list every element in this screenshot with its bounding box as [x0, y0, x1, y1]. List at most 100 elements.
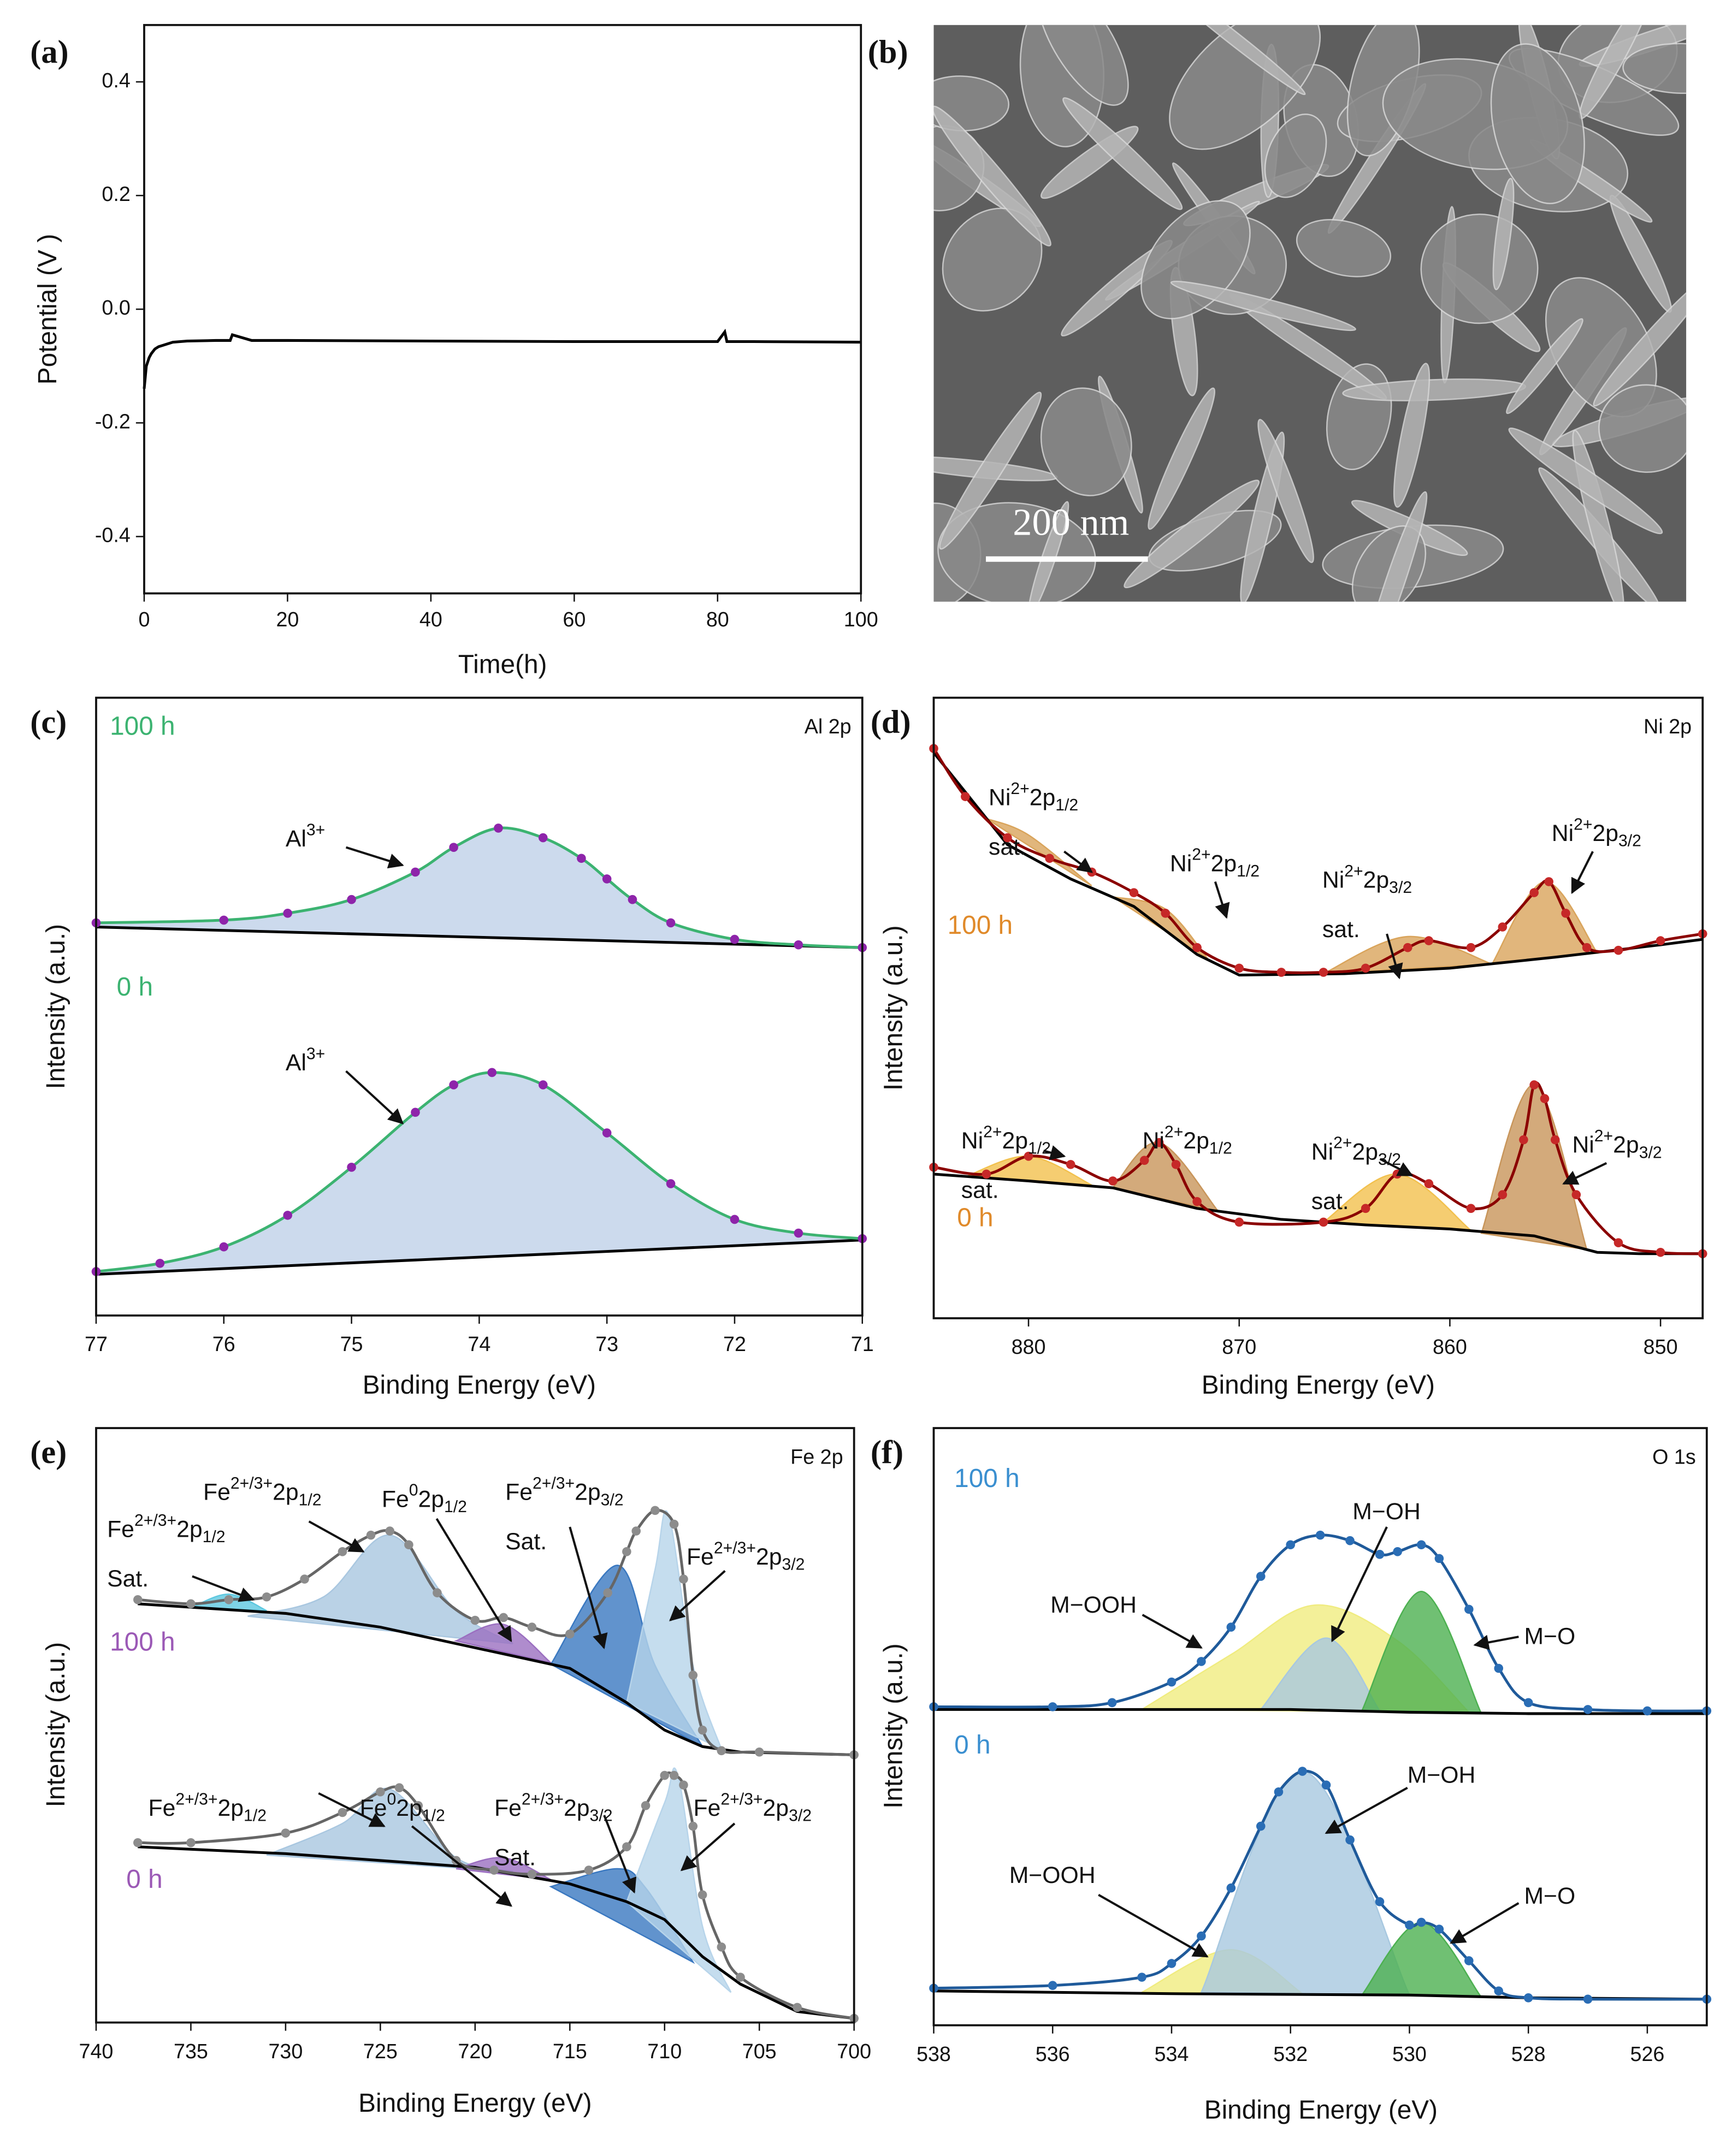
- sem-flake: [1490, 43, 1585, 204]
- spectrum-label: 100 h: [954, 1464, 1020, 1493]
- data-point: [666, 1179, 676, 1188]
- annotation-part: 0: [409, 1482, 418, 1500]
- annotation-arrow: [1325, 1786, 1408, 1834]
- sem-flake: [1622, 43, 1687, 94]
- annotation-part: Ni: [961, 1128, 983, 1154]
- x-axis-label: Binding Energy (eV): [363, 1371, 596, 1400]
- component-peak: [453, 1623, 552, 1664]
- annotation-arrow: [1450, 1902, 1520, 1944]
- data-point: [1161, 909, 1171, 918]
- data-point: [1464, 1956, 1474, 1965]
- data-point: [1167, 1959, 1177, 1968]
- annotation-part: 1/2: [444, 1498, 467, 1516]
- data-point: [411, 1107, 420, 1117]
- annotation: Fe2+/3+2p1/2: [149, 1790, 267, 1825]
- sem-flake: [939, 392, 1042, 550]
- data-point: [628, 895, 637, 904]
- annotation-part: Ni: [1322, 867, 1344, 893]
- sem-flake: [1170, 280, 1356, 331]
- data-point: [603, 1588, 612, 1598]
- plot-frame: [95, 1427, 855, 2024]
- x-tick-label: 71: [851, 1332, 874, 1355]
- annotation: Ni2+2p1/2: [961, 1123, 1051, 1158]
- y-axis-label: Potential (V ): [33, 234, 62, 384]
- x-tick-label: 73: [595, 1332, 618, 1355]
- data-point: [224, 1595, 234, 1604]
- data-point: [660, 1770, 670, 1780]
- data-point: [698, 1890, 707, 1900]
- annotation-part: Ni: [1311, 1139, 1333, 1165]
- data-point: [1298, 1767, 1307, 1776]
- annotation-arrow: [1214, 881, 1230, 919]
- data-point: [1048, 1702, 1057, 1711]
- annotation-arrow: [569, 1526, 608, 1649]
- annotation: Fe2+/3+2p3/2: [687, 1539, 805, 1573]
- data-point: [1197, 1931, 1206, 1941]
- data-point: [1466, 1204, 1476, 1213]
- data-point: [1416, 1540, 1426, 1550]
- annotation-part: 2p: [1030, 785, 1056, 811]
- sem-flake: [933, 105, 1051, 247]
- data-point: [651, 1506, 660, 1515]
- annotation-part: 2+: [1333, 1134, 1352, 1152]
- plot-frame: [143, 23, 862, 595]
- annotation-part: 2p: [1002, 1128, 1028, 1154]
- data-point: [1583, 1705, 1593, 1714]
- data-point: [133, 1838, 143, 1847]
- data-point: [155, 1259, 165, 1268]
- data-point: [538, 1080, 548, 1089]
- sem-flake: [1420, 214, 1539, 324]
- data-point: [688, 1671, 698, 1680]
- data-point: [1561, 909, 1570, 918]
- component-peak: [625, 1767, 732, 1993]
- data-point: [186, 1599, 196, 1609]
- annotation: M−OOH: [1009, 1862, 1096, 1888]
- sem-flake: [1148, 387, 1215, 530]
- annotation-part: 1/2: [1237, 862, 1260, 880]
- data-point: [730, 934, 740, 944]
- data-point: [186, 1838, 196, 1847]
- x-tick-label: 72: [723, 1332, 746, 1355]
- y-tick-label: 0.0: [102, 296, 130, 319]
- annotation-part: 2p: [1613, 1132, 1639, 1158]
- data-point: [366, 1530, 376, 1540]
- data-point: [1361, 1204, 1370, 1213]
- data-point: [1540, 1094, 1550, 1104]
- data-point: [602, 1128, 612, 1138]
- data-point: [394, 1783, 404, 1792]
- annotation-part: 2+/3+: [134, 1512, 176, 1530]
- x-tick-label: 74: [468, 1332, 490, 1355]
- annotation-part: sat.: [989, 834, 1026, 860]
- x-tick-label: 538: [917, 2042, 951, 2065]
- panel-label: (c): [30, 704, 67, 741]
- data-point: [982, 1169, 991, 1179]
- data-point: [1434, 1924, 1444, 1934]
- data-point: [1315, 1530, 1325, 1540]
- data-point: [489, 1865, 499, 1875]
- data-point: [1375, 1897, 1385, 1906]
- data-point: [1167, 1677, 1177, 1687]
- y-tick-label: -0.4: [95, 523, 131, 546]
- data-point: [1276, 968, 1286, 977]
- annotation-part: 2p: [1352, 1139, 1379, 1165]
- annotation: Sat.: [505, 1529, 547, 1555]
- annotation-part: 1/2: [244, 1806, 267, 1825]
- annotation: Al3+: [286, 821, 325, 852]
- data-point: [1197, 1657, 1206, 1666]
- annotation-arrow: [1571, 851, 1594, 895]
- annotation-part: 2p: [176, 1517, 203, 1543]
- sem-flake: [1062, 97, 1183, 210]
- data-point: [283, 1211, 292, 1220]
- annotation-part: 3/2: [789, 1806, 812, 1825]
- x-tick-label: 532: [1273, 2042, 1308, 2065]
- x-tick-label: 100: [844, 608, 878, 631]
- data-point: [622, 1842, 631, 1852]
- x-axis-label: Time(h): [458, 650, 547, 679]
- data-point: [1498, 922, 1508, 932]
- data-point: [1464, 1604, 1474, 1614]
- element-label: Al 2p: [805, 715, 852, 738]
- data-point: [1321, 1780, 1331, 1790]
- data-point: [666, 918, 676, 928]
- y-tick-label: 0.2: [102, 182, 130, 205]
- annotation-part: Fe: [107, 1517, 134, 1543]
